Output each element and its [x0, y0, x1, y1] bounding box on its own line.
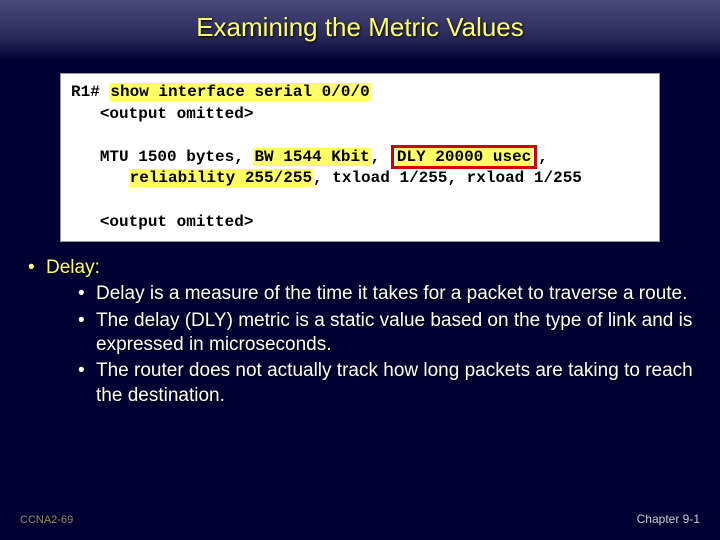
bullet-level1: Delay: Delay is a measure of the time it…: [24, 256, 696, 408]
reliability-highlight: reliability 255/255: [129, 169, 313, 187]
code-line-5: <output omitted>: [71, 212, 649, 234]
output-omitted-2: <output omitted>: [100, 213, 254, 231]
code-line-1: R1# show interface serial 0/0/0: [71, 82, 649, 104]
code-blank: [71, 125, 649, 147]
txrxload-text: , txload 1/255, rxload 1/255: [313, 169, 582, 187]
footer-right: Chapter 9-1: [637, 512, 700, 526]
bullet-level2-2: The delay (DLY) metric is a static value…: [74, 309, 696, 358]
code-output-box: R1# show interface serial 0/0/0 <output …: [60, 73, 660, 242]
slide-title: Examining the Metric Values: [0, 12, 720, 43]
mtu-text: MTU 1500 bytes,: [100, 148, 254, 166]
bullet-heading: Delay:: [46, 257, 100, 278]
bullet-section: Delay: Delay is a measure of the time it…: [24, 256, 696, 408]
sep-2: ,: [538, 148, 548, 166]
dly-highlight: DLY 20000 usec: [396, 148, 532, 166]
output-omitted: <output omitted>: [100, 105, 254, 123]
bw-highlight: BW 1544 Kbit: [253, 148, 370, 166]
code-blank-2: [71, 190, 649, 212]
code-line-3: MTU 1500 bytes, BW 1544 Kbit, DLY 20000 …: [71, 147, 649, 169]
sep-1: ,: [371, 148, 390, 166]
bullet-level2-3: The router does not actually track how l…: [74, 359, 696, 408]
code-line-4: reliability 255/255, txload 1/255, rxloa…: [71, 168, 649, 190]
command-highlight: show interface serial 0/0/0: [109, 83, 370, 101]
title-area: Examining the Metric Values: [0, 0, 720, 61]
dly-red-box: DLY 20000 usec: [391, 145, 537, 169]
router-prompt: R1#: [71, 83, 100, 101]
code-line-2: <output omitted>: [71, 104, 649, 126]
bullet-level2-1: Delay is a measure of the time it takes …: [74, 282, 696, 306]
footer-left: CCNA2-69: [20, 514, 73, 526]
